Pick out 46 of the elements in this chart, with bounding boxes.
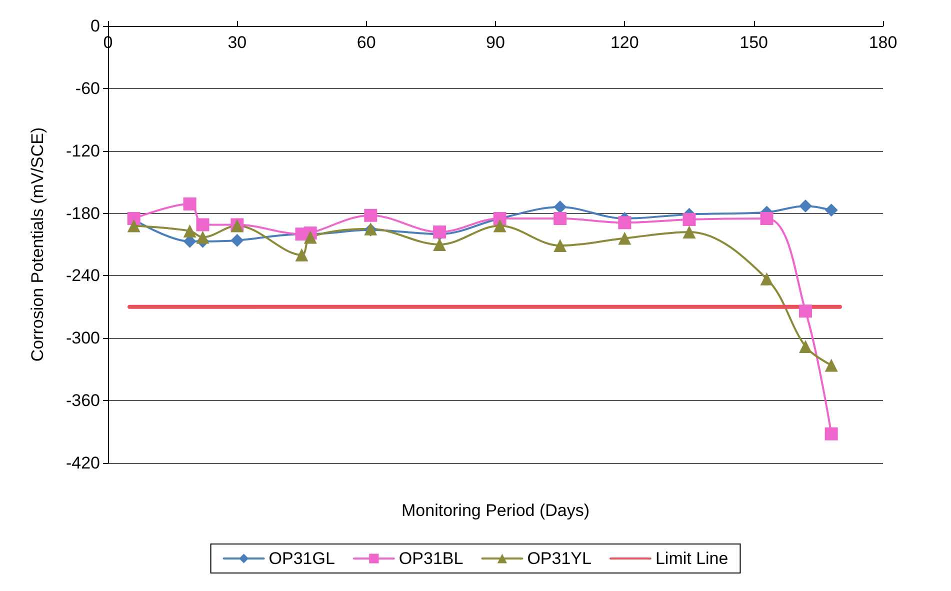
legend-label: OP31BL	[398, 549, 464, 568]
y-tick-label: -420	[66, 454, 100, 472]
y-tick-label: -240	[66, 266, 100, 286]
legend-label: OP31GL	[268, 549, 335, 568]
point	[760, 212, 774, 225]
point	[295, 248, 308, 262]
point	[554, 212, 567, 225]
legend-label: OP31YL	[527, 549, 592, 568]
point	[127, 219, 140, 232]
x-tick-label: 150	[740, 33, 768, 52]
y-tick-label: -300	[66, 328, 100, 348]
y-axis-title: Corrosion Potentials (mV/SCE)	[28, 127, 47, 362]
point	[799, 304, 812, 318]
y-tick-label: -120	[66, 141, 100, 160]
point	[799, 200, 812, 212]
point	[824, 427, 838, 440]
point	[824, 358, 838, 372]
point	[433, 238, 446, 251]
point	[196, 230, 210, 244]
point	[183, 224, 196, 238]
y-tick-label: 0	[90, 16, 100, 36]
x-tick-label: 60	[356, 33, 376, 52]
x-tick-label: 180	[868, 33, 898, 52]
point	[493, 219, 506, 232]
point	[618, 216, 632, 230]
x-tick-label: 90	[486, 33, 505, 52]
y-tick-label: -180	[66, 204, 100, 223]
point	[304, 230, 317, 244]
x-tick-label: 120	[610, 33, 639, 52]
x-tick-label: 30	[228, 33, 247, 52]
x-axis-title: Monitoring Period (Days)	[401, 501, 590, 520]
point	[554, 200, 567, 214]
legend-label: Limit Line	[655, 549, 728, 568]
point	[230, 234, 244, 247]
point	[682, 213, 696, 226]
point	[682, 226, 696, 239]
y-tick-label: -360	[66, 391, 100, 410]
point	[364, 208, 378, 222]
point	[618, 232, 632, 245]
point	[824, 204, 838, 217]
point	[183, 197, 196, 210]
point	[799, 340, 812, 353]
point	[196, 218, 210, 232]
y-tick-label: -60	[75, 78, 100, 98]
point	[760, 272, 774, 286]
point	[554, 239, 567, 252]
